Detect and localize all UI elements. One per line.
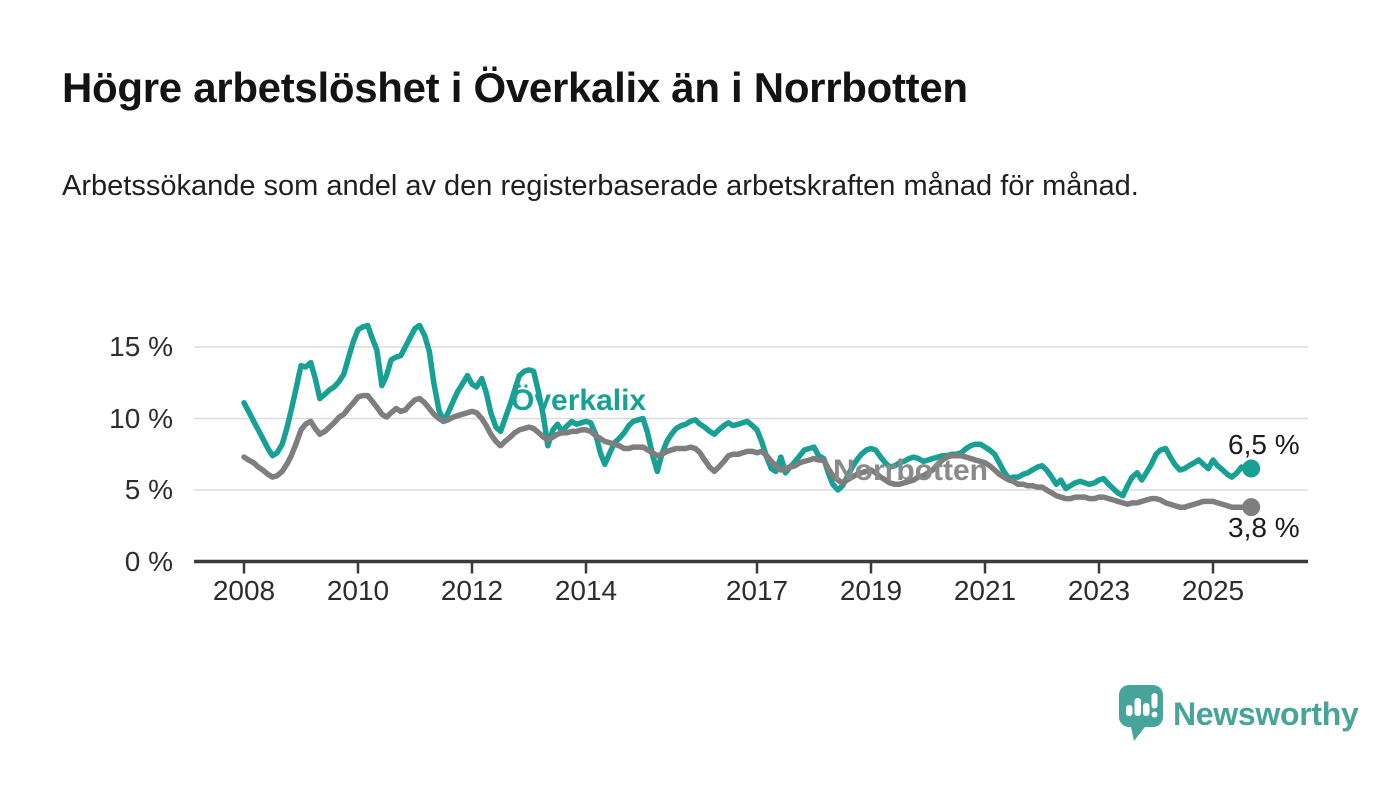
series-line-norrbotten (241, 392, 1254, 510)
x-tick-label-2019: 2019 (839, 575, 903, 606)
y-tick-label-10: 10 % (109, 402, 173, 434)
chart-subtitle: Arbetssökande som andel av den registerb… (62, 170, 1139, 202)
end-value-label-norrbotten: 3,8 % (1228, 512, 1300, 543)
x-tick-label-2008: 2008 (212, 575, 276, 606)
brand-footer: Newsworthy (1112, 683, 1359, 745)
series-end-dot-överkalix (1242, 459, 1261, 478)
chart-title: Högre arbetslöshet i Överkalix än i Norr… (62, 64, 968, 111)
newsworthy-logo-icon (1119, 685, 1163, 741)
series-label-overkalix: Överkalix (511, 384, 647, 417)
x-tick-label-2014: 2014 (554, 575, 618, 606)
y-tick-label-5: 5 % (124, 474, 173, 505)
brand-name: Newsworthy (1173, 695, 1359, 732)
x-tick-label-2012: 2012 (440, 575, 504, 606)
end-value-label-overkalix: 6,5 % (1228, 429, 1300, 460)
x-tick-label-2017: 2017 (725, 575, 789, 606)
series-label-norrbotten: Norrbotten (833, 454, 988, 487)
x-tick-label-2025: 2025 (1181, 575, 1245, 606)
x-tick-label-2023: 2023 (1067, 575, 1131, 606)
y-tick-label-0: 0 % (124, 545, 173, 577)
series-end-dot-norrbotten (1242, 498, 1261, 517)
x-tick-label-2021: 2021 (953, 575, 1017, 606)
series-line-överkalix (241, 322, 1254, 499)
x-tick-label-2010: 2010 (326, 575, 390, 606)
y-tick-label-15: 15 % (109, 331, 173, 362)
